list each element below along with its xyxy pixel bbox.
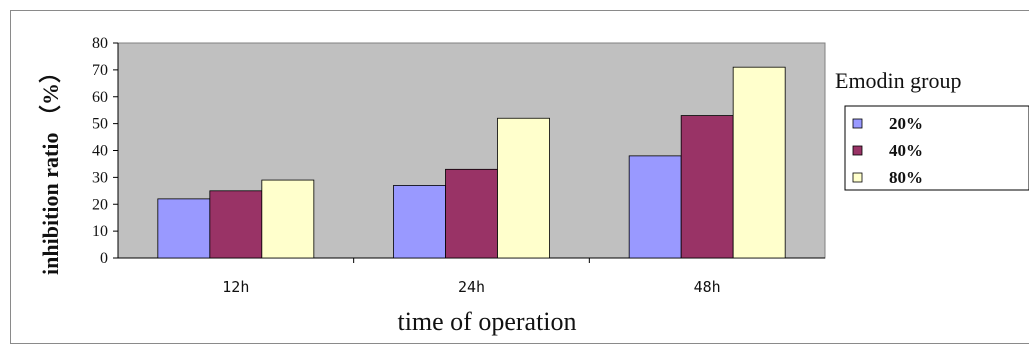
bar-48h-40pct <box>680 115 734 259</box>
y-tick-label: 20 <box>92 196 108 213</box>
legend: 20% 40% 80% <box>844 105 1029 191</box>
x-tick-label: 48h <box>694 278 721 296</box>
legend-swatch <box>852 145 863 156</box>
x-tick-label: 12h <box>222 278 249 296</box>
bar-12h-20pct <box>157 198 211 259</box>
y-tick-label: 50 <box>92 116 108 133</box>
legend-label: 40% <box>889 141 923 160</box>
legend-title: Emodin group <box>835 68 962 93</box>
y-tick-label: 40 <box>92 143 108 160</box>
y-axis-title: inhibition ratio （%） <box>38 61 63 275</box>
legend-label: 20% <box>889 114 923 133</box>
y-tick-label: 30 <box>92 169 108 186</box>
y-axis-ticks: 0 10 20 30 40 50 60 70 80 <box>92 35 118 267</box>
legend-box <box>844 105 1029 191</box>
y-tick-label: 0 <box>100 250 108 267</box>
y-tick-label: 70 <box>92 62 108 79</box>
bar-24h-20pct <box>393 185 446 259</box>
legend-label: 80% <box>889 168 923 187</box>
bars <box>157 66 786 259</box>
bar-48h-20pct <box>628 155 682 259</box>
x-axis-title: time of operation <box>397 307 576 336</box>
legend-swatch <box>852 172 863 183</box>
bar-12h-80pct <box>261 179 315 259</box>
bar-12h-40pct <box>209 190 263 259</box>
bar-24h-40pct <box>445 168 498 259</box>
y-tick-label: 80 <box>92 35 108 52</box>
y-tick-label: 60 <box>92 89 108 106</box>
x-tick-label: 24h <box>458 278 485 296</box>
bar-48h-80pct <box>732 66 786 259</box>
bar-24h-80pct <box>497 117 550 259</box>
y-tick-label: 10 <box>92 223 108 240</box>
legend-swatch <box>852 118 863 129</box>
x-axis-ticks: 12h 24h 48h <box>222 258 721 296</box>
